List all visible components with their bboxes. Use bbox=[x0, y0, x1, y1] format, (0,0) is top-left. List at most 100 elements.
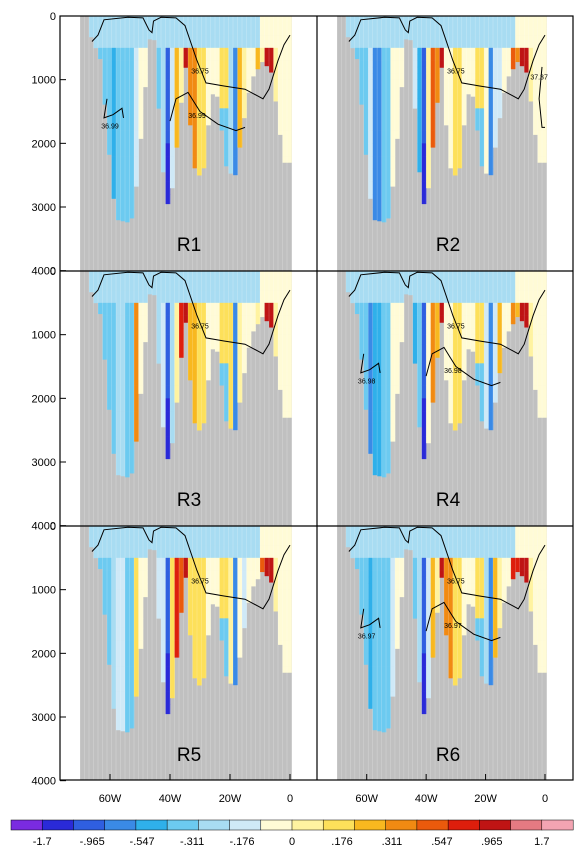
data-cell bbox=[386, 73, 391, 80]
data-cell bbox=[381, 117, 387, 131]
data-cell bbox=[457, 411, 463, 424]
data-cell bbox=[228, 557, 234, 565]
data-cell bbox=[417, 271, 422, 278]
data-cell bbox=[156, 309, 162, 316]
data-cell bbox=[287, 334, 292, 345]
data-cell bbox=[519, 54, 525, 61]
data-cell bbox=[484, 28, 489, 36]
data-cell bbox=[129, 73, 135, 80]
data-cell bbox=[98, 283, 103, 291]
data-cell bbox=[497, 315, 503, 323]
data-cell bbox=[224, 321, 229, 329]
data-cell bbox=[493, 363, 498, 374]
data-cell bbox=[461, 551, 467, 559]
data-cell bbox=[359, 328, 365, 335]
data-cell bbox=[390, 156, 396, 170]
data-cell bbox=[475, 73, 480, 80]
data-cell bbox=[89, 35, 94, 38]
data-cell bbox=[493, 576, 498, 584]
data-cell bbox=[206, 66, 211, 74]
data-cell bbox=[381, 398, 387, 412]
data-cell bbox=[452, 309, 458, 316]
data-cell bbox=[237, 315, 243, 323]
data-cell bbox=[524, 41, 529, 49]
data-cell bbox=[129, 583, 135, 590]
data-cell bbox=[282, 271, 288, 278]
data-cell bbox=[165, 321, 171, 329]
data-cell bbox=[524, 47, 529, 55]
data-cell bbox=[435, 98, 440, 103]
data-cell bbox=[273, 557, 279, 565]
data-cell bbox=[381, 583, 387, 590]
data-cell bbox=[452, 557, 458, 565]
data-cell bbox=[219, 22, 225, 30]
data-cell bbox=[161, 89, 166, 100]
data-cell bbox=[417, 22, 422, 30]
data-cell bbox=[111, 589, 117, 600]
data-cell bbox=[452, 372, 458, 386]
data-cell bbox=[435, 296, 440, 304]
data-cell bbox=[403, 290, 409, 295]
data-cell bbox=[372, 108, 378, 119]
data-cell bbox=[528, 54, 534, 61]
data-cell bbox=[417, 627, 422, 641]
data-cell bbox=[228, 640, 234, 654]
data-cell bbox=[278, 618, 283, 629]
data-cell bbox=[251, 551, 256, 559]
section-cells bbox=[89, 526, 292, 733]
data-cell bbox=[98, 54, 103, 60]
data-cell bbox=[170, 181, 175, 189]
data-cell bbox=[107, 117, 112, 131]
data-cell bbox=[206, 309, 211, 316]
data-cell bbox=[197, 47, 202, 55]
data-cell bbox=[116, 385, 121, 399]
data-cell bbox=[448, 363, 454, 374]
data-cell bbox=[363, 47, 369, 55]
data-cell bbox=[515, 532, 521, 540]
data-cell bbox=[228, 576, 234, 584]
data-cell bbox=[282, 398, 288, 412]
data-cell bbox=[138, 79, 144, 90]
data-cell bbox=[120, 640, 126, 654]
data-cell bbox=[484, 296, 489, 304]
data-cell bbox=[493, 60, 498, 68]
data-cell bbox=[116, 398, 121, 412]
data-cell bbox=[403, 532, 409, 540]
data-cell bbox=[237, 653, 243, 658]
data-cell bbox=[435, 564, 440, 571]
data-cell bbox=[224, 353, 229, 364]
data-cell bbox=[224, 271, 229, 278]
data-cell bbox=[125, 570, 130, 578]
data-cell bbox=[219, 583, 225, 590]
data-cell bbox=[488, 117, 494, 131]
data-cell bbox=[165, 449, 171, 460]
data-cell bbox=[197, 143, 202, 157]
data-cell bbox=[497, 538, 503, 546]
data-cell bbox=[210, 290, 216, 297]
data-cell bbox=[452, 290, 458, 297]
data-cell bbox=[488, 526, 494, 533]
data-cell bbox=[372, 16, 378, 23]
data-cell bbox=[377, 277, 382, 285]
data-cell bbox=[488, 538, 494, 546]
data-cell bbox=[417, 168, 422, 173]
data-cell bbox=[147, 290, 153, 295]
data-cell bbox=[129, 599, 135, 610]
data-cell bbox=[143, 290, 148, 297]
data-cell bbox=[273, 271, 279, 278]
data-cell bbox=[89, 22, 94, 30]
data-cell bbox=[219, 538, 225, 546]
data-cell bbox=[138, 583, 144, 590]
data-cell bbox=[377, 16, 382, 23]
data-cell bbox=[143, 315, 148, 323]
data-cell bbox=[497, 73, 503, 80]
data-cell bbox=[224, 538, 229, 546]
data-cell bbox=[134, 538, 139, 546]
data-cell bbox=[390, 290, 396, 297]
data-cell bbox=[125, 35, 130, 42]
data-cell bbox=[237, 627, 243, 641]
data-cell bbox=[228, 22, 234, 30]
data-cell bbox=[524, 576, 529, 583]
data-cell bbox=[350, 526, 356, 533]
data-cell bbox=[426, 538, 431, 546]
